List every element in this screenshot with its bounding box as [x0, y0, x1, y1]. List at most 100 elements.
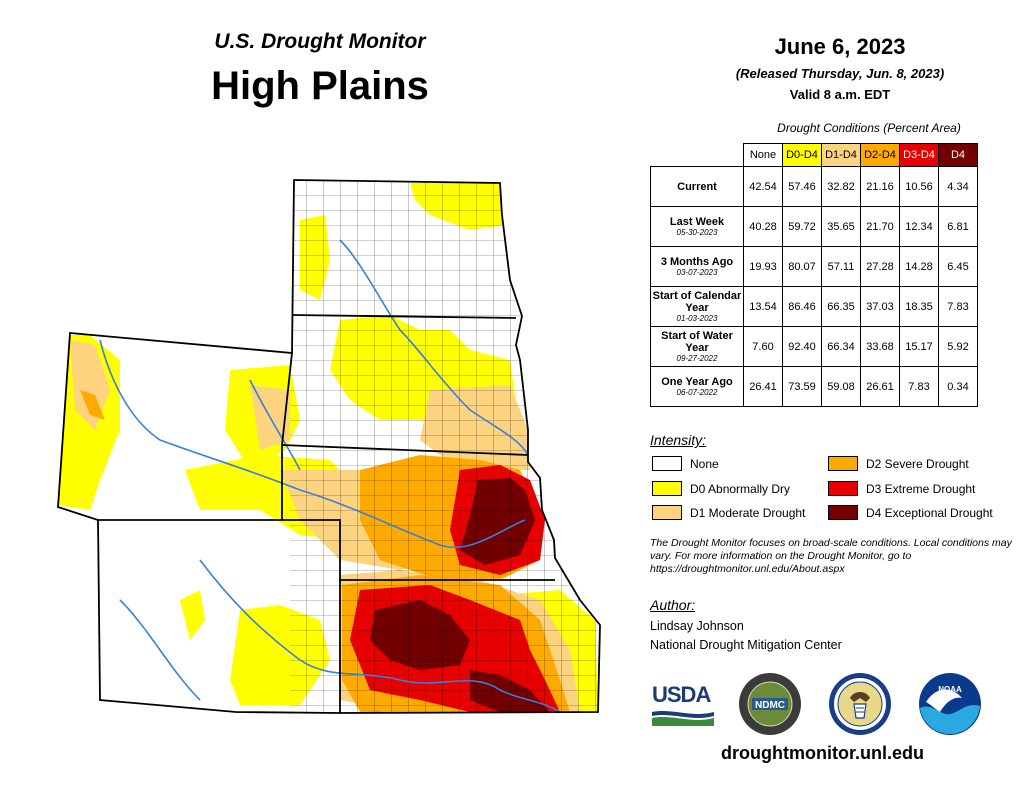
- table-cell: 86.46: [782, 286, 822, 327]
- drought-conditions-table: None D0-D4 D1-D4 D2-D4 D3-D4 D4 Current 4…: [650, 143, 978, 407]
- author-heading: Author:: [650, 597, 696, 613]
- table-cell: 4.34: [938, 166, 978, 207]
- row-date: 06-07-2022: [676, 387, 718, 397]
- doc-seal-logo: [829, 673, 891, 735]
- table-row: One Year Ago 06-07-2022 26.41 73.59 59.08 26.…: [650, 366, 978, 407]
- legend-swatch: [828, 456, 858, 471]
- legend-item: D3 Extreme Drought: [828, 481, 975, 496]
- table-cell: 57.46: [782, 166, 822, 207]
- table-cell: 40.28: [743, 206, 783, 247]
- state-borders: [57, 179, 601, 714]
- map-date: June 6, 2023: [774, 34, 906, 59]
- table-cell: 80.07: [782, 246, 822, 287]
- svg-text:NDMC: NDMC: [755, 700, 785, 711]
- table-cell: 73.59: [782, 366, 822, 407]
- col-header: D1-D4: [821, 143, 861, 167]
- table-cell: 18.35: [899, 286, 939, 327]
- table-cell: 6.45: [938, 246, 978, 287]
- table-cell: 35.65: [821, 206, 861, 247]
- table-cell: 37.03: [860, 286, 900, 327]
- table-cell: 7.83: [899, 366, 939, 407]
- legend-swatch: [652, 481, 682, 496]
- table-cell: 0.34: [938, 366, 978, 407]
- legend-item: D2 Severe Drought: [828, 456, 969, 471]
- row-label: Last Week 05-30-2023: [650, 206, 744, 247]
- col-header: D0-D4: [782, 143, 822, 167]
- table-cell: 26.41: [743, 366, 783, 407]
- ndmc-logo: NDMC: [739, 673, 801, 735]
- table-corner: [651, 144, 744, 167]
- row-label: Start of Calendar Year 01-03-2023: [650, 286, 744, 327]
- legend-item: D4 Exceptional Drought: [828, 505, 993, 520]
- table-cell: 26.61: [860, 366, 900, 407]
- table-cell: 92.40: [782, 326, 822, 367]
- row-label: 3 Months Ago 03-07-2023: [650, 246, 744, 287]
- table-cell: 66.34: [821, 326, 861, 367]
- table-cell: 33.68: [860, 326, 900, 367]
- table-row: Current 42.54 57.46 32.82 21.16 10.56 4.34: [650, 166, 978, 207]
- legend-item: D1 Moderate Drought: [652, 505, 805, 520]
- row-label: One Year Ago 06-07-2022: [650, 366, 744, 407]
- table-cell: 21.70: [860, 206, 900, 247]
- usda-logo: USDA: [652, 682, 714, 727]
- row-date: 09-27-2022: [676, 353, 718, 363]
- legend-item: None: [652, 456, 719, 471]
- table-cell: 32.82: [821, 166, 861, 207]
- table-cell: 10.56: [899, 166, 939, 207]
- table-cell: 12.34: [899, 206, 939, 247]
- table-cell: 42.54: [743, 166, 783, 207]
- release-date: (Released Thursday, Jun. 8, 2023): [735, 66, 945, 81]
- legend-label: D3 Extreme Drought: [866, 481, 976, 496]
- col-header: D2-D4: [860, 143, 900, 167]
- legend-label: D2 Severe Drought: [866, 456, 969, 471]
- row-label: Start of Water Year 09-27-2022: [650, 326, 744, 367]
- table-row: Start of Calendar Year 01-03-2023 13.54 86.…: [650, 286, 978, 327]
- table-cell: 27.28: [860, 246, 900, 287]
- legend-swatch: [828, 481, 858, 496]
- website-url: droughtmonitor.unl.edu: [721, 743, 924, 763]
- legend-swatch: [652, 505, 682, 520]
- col-header: D4: [938, 143, 978, 167]
- table-cell: 6.81: [938, 206, 978, 247]
- valid-time: Valid 8 a.m. EDT: [789, 87, 891, 102]
- legend-label: None: [690, 456, 719, 471]
- map-subtitle: U.S. Drought Monitor: [214, 30, 426, 53]
- table-row: Last Week 05-30-2023 40.28 59.72 35.65 21.70 1…: [650, 206, 978, 247]
- table-row: Start of Water Year 09-27-2022 7.60 92.40 66…: [650, 326, 978, 367]
- legend-heading: Intensity:: [650, 432, 707, 448]
- table-cell: 13.54: [743, 286, 783, 327]
- svg-text:NOAA: NOAA: [938, 685, 962, 694]
- table-cell: 7.83: [938, 286, 978, 327]
- col-header: None: [743, 143, 783, 167]
- table-caption: Drought Conditions (Percent Area): [777, 121, 961, 135]
- row-date: 01-03-2023: [676, 313, 718, 323]
- disclaimer-note: The Drought Monitor focuses on broad-sca…: [650, 537, 1012, 575]
- row-date: 03-07-2023: [676, 267, 718, 277]
- table-cell: 7.60: [743, 326, 783, 367]
- table-cell: 21.16: [860, 166, 900, 207]
- table-cell: 59.08: [821, 366, 861, 407]
- legend-label: D0 Abnormally Dry: [690, 481, 791, 496]
- table-cell: 14.28: [899, 246, 939, 287]
- legend-swatch: [828, 505, 858, 520]
- table-cell: 66.35: [821, 286, 861, 327]
- row-label: Current: [650, 166, 744, 207]
- row-date: 05-30-2023: [676, 227, 718, 237]
- legend-swatch: [652, 456, 682, 471]
- author-org: National Drought Mitigation Center: [650, 638, 842, 652]
- table-cell: 5.92: [938, 326, 978, 367]
- col-header: D3-D4: [899, 143, 939, 167]
- legend-label: D4 Exceptional Drought: [866, 505, 993, 520]
- noaa-logo: NOAA: [919, 673, 981, 735]
- map-title: High Plains: [211, 64, 429, 108]
- table-cell: 57.11: [821, 246, 861, 287]
- table-cell: 15.17: [899, 326, 939, 367]
- legend-label: D1 Moderate Drought: [690, 505, 806, 520]
- table-cell: 59.72: [782, 206, 822, 247]
- drought-map: [57, 179, 601, 714]
- legend-item: D0 Abnormally Dry: [652, 481, 790, 496]
- table-row: 3 Months Ago 03-07-2023 19.93 80.07 57.11 27.…: [650, 246, 978, 287]
- author-name: Lindsay Johnson: [650, 619, 744, 633]
- table-cell: 19.93: [743, 246, 783, 287]
- rivers: [99, 239, 561, 713]
